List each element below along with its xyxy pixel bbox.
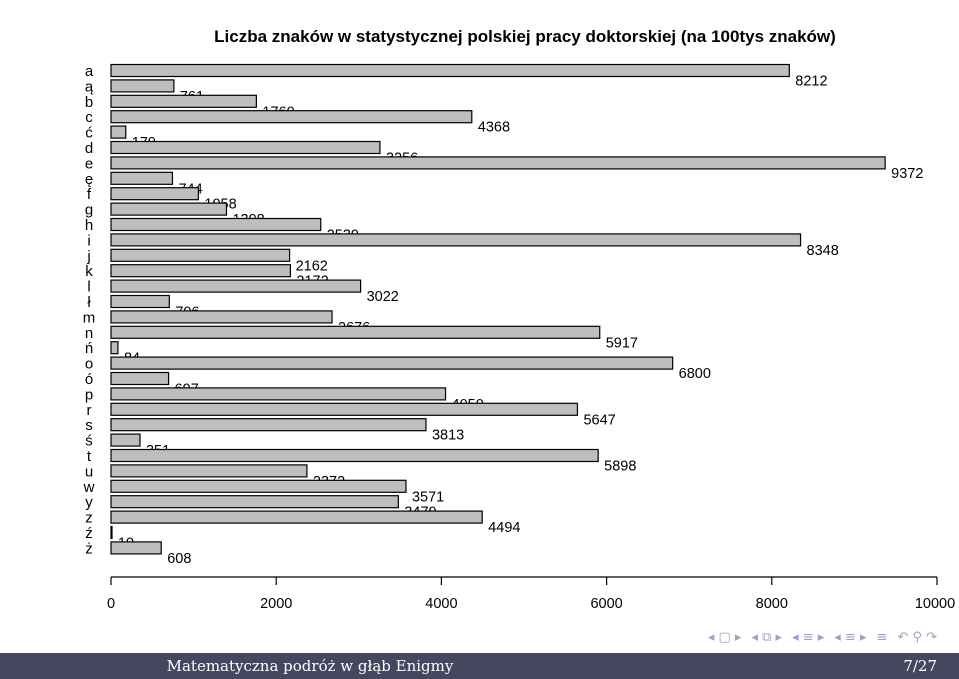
category-label: p [85, 386, 93, 403]
bars-group: a8212ą761b1760c4368ć179d3256e9372ę744f10… [83, 63, 924, 567]
value-label: 6800 [679, 366, 711, 382]
value-label: 8212 [795, 74, 827, 90]
bar-i [110, 233, 802, 247]
bar-ż [110, 541, 162, 555]
x-tick-label: 2000 [260, 596, 292, 612]
chart-title: Liczba znaków w statystycznej polskiej p… [214, 27, 836, 46]
category-label: ł [87, 294, 91, 311]
value-label: 3813 [432, 428, 464, 444]
bar-u [110, 464, 308, 478]
category-label: ą [85, 78, 94, 95]
category-label: t [87, 448, 92, 465]
bar-g [110, 202, 228, 216]
category-label: o [85, 356, 93, 373]
x-tick-label: 10000 [915, 596, 955, 612]
search-nav-icon[interactable]: ↶ ⚲ ↷ [897, 630, 937, 645]
bar-ą [110, 79, 175, 93]
bar-ź [110, 525, 113, 540]
category-label: w [83, 479, 95, 496]
value-label: 608 [167, 551, 191, 567]
subsubsection-nav-icon[interactable]: ◂ ≡ ▸ [834, 630, 867, 645]
value-label: 5647 [583, 412, 615, 428]
bar-z [110, 510, 483, 524]
bar-n [110, 325, 601, 339]
value-label: 2162 [296, 258, 328, 274]
value-label: 5917 [606, 335, 638, 351]
footer-title: Matematyczna podróż w głąb Enigmy [166, 657, 454, 675]
category-label: g [85, 202, 93, 219]
bar-m [110, 310, 333, 324]
category-label: m [83, 309, 96, 326]
category-label: d [85, 140, 93, 157]
bar-ę [110, 171, 174, 185]
bar-ń [110, 341, 119, 355]
category-label: e [85, 155, 93, 172]
bar-chart: Liczba znaków w statystycznej polskiej p… [83, 27, 956, 612]
bar-p [110, 387, 447, 401]
bar-j [110, 248, 291, 262]
bar-ś [110, 433, 141, 447]
value-label: 5898 [604, 459, 636, 475]
x-tick-label: 0 [107, 596, 115, 612]
value-label: 3022 [367, 289, 399, 305]
page-number: 7/27 [903, 657, 937, 675]
category-label: b [85, 94, 93, 111]
category-label: ó [85, 371, 93, 388]
bar-y [110, 495, 399, 509]
value-label: 9372 [891, 166, 923, 182]
subsection-nav-icon[interactable]: ◂ ⧉ ▸ [751, 630, 783, 645]
section-nav-icon[interactable]: ◂ ≡ ▸ [792, 630, 825, 645]
category-label: ź [85, 525, 93, 542]
bar-ł [110, 294, 170, 309]
bar-c [110, 110, 473, 124]
bar-s [110, 418, 427, 432]
category-label: ś [85, 433, 93, 450]
category-label: i [87, 232, 90, 249]
footer-bar: Matematyczna podróż w głąb Enigmy 7/27 [0, 653, 959, 679]
category-label: ń [85, 340, 93, 357]
frame-nav-icon[interactable]: ◂ ▢ ▸ [707, 630, 742, 645]
x-axis: 0 2000 4000 6000 8000 10000 [107, 576, 955, 612]
category-label: u [85, 463, 93, 480]
value-label: 4368 [478, 120, 510, 136]
category-label: ż [85, 540, 93, 557]
bar-l [110, 279, 362, 293]
x-tick-label: 6000 [590, 596, 622, 612]
category-label: c [85, 109, 93, 126]
category-label: a [85, 63, 94, 80]
category-label: h [85, 217, 93, 234]
category-label: ć [85, 125, 93, 142]
value-label: 4494 [488, 520, 520, 536]
category-label: j [86, 248, 90, 265]
value-label: 3571 [412, 489, 444, 505]
bar-h [110, 217, 322, 232]
beamer-navigation: ◂ ▢ ▸ ◂ ⧉ ▸ ◂ ≡ ▸ ◂ ≡ ▸ ≡ ↶ ⚲ ↷ [708, 628, 937, 648]
category-label: ę [85, 171, 93, 188]
bar-r [110, 402, 579, 416]
x-tick-label: 4000 [425, 596, 457, 612]
bar-b [110, 94, 257, 108]
bar-d [110, 140, 381, 155]
bar-k [110, 264, 292, 278]
bar-ó [110, 371, 170, 386]
x-tick-label: 8000 [756, 596, 788, 612]
category-label: s [85, 417, 93, 434]
category-label: k [85, 263, 93, 280]
category-label: n [85, 325, 93, 342]
category-label: z [85, 510, 93, 527]
category-label: l [87, 279, 90, 296]
bar-ć [110, 125, 127, 139]
category-label: y [85, 494, 93, 511]
value-label: 8348 [807, 243, 839, 259]
bar-e [110, 156, 886, 170]
align-icon[interactable]: ≡ [876, 630, 888, 645]
category-label: r [87, 402, 92, 419]
bar-o [110, 356, 674, 370]
bar-f [110, 187, 199, 201]
bar-w [110, 479, 407, 493]
bar-t [110, 448, 599, 463]
category-label: f [87, 186, 92, 203]
bar-a [110, 63, 790, 78]
